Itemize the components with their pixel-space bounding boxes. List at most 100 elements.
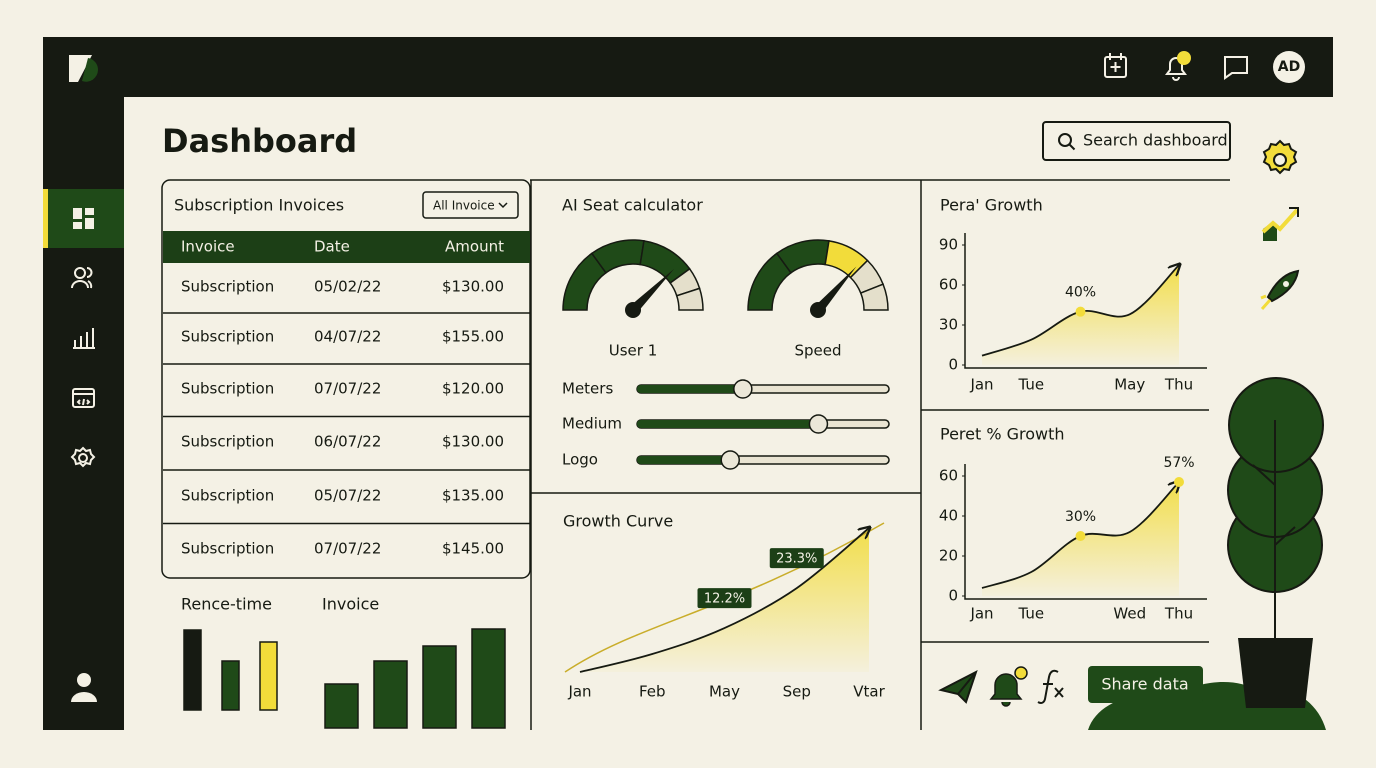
bar bbox=[324, 683, 359, 729]
bar bbox=[471, 628, 506, 729]
value-label: 40% bbox=[1065, 285, 1096, 301]
share-button-label: Share data bbox=[1101, 675, 1188, 694]
analytics-icon[interactable] bbox=[73, 328, 95, 349]
users-icon[interactable] bbox=[71, 267, 93, 289]
table-cell: $135.00 bbox=[442, 487, 504, 505]
search-box[interactable] bbox=[1042, 121, 1231, 161]
bar bbox=[221, 660, 240, 711]
table-cell: 07/07/22 bbox=[314, 540, 381, 558]
table-cell: $120.00 bbox=[442, 380, 504, 398]
x-tick-label: Wed bbox=[1113, 605, 1146, 623]
share-button[interactable] bbox=[1088, 666, 1203, 703]
slider-label: Medium bbox=[562, 415, 622, 433]
gauge-needle bbox=[814, 266, 857, 314]
gauge-segment bbox=[859, 283, 889, 311]
slider-label: Meters bbox=[562, 380, 613, 398]
column-header: Amount bbox=[445, 238, 504, 256]
send-icon[interactable] bbox=[938, 669, 978, 704]
axis bbox=[964, 233, 1207, 369]
bell-tool-icon[interactable] bbox=[989, 673, 1023, 707]
slider-fill bbox=[637, 385, 743, 393]
chart-title: Invoice bbox=[322, 595, 379, 614]
charts: Growth Curve Jan Feb May Sep Vtar 12.2% 23.3% Pe… bbox=[181, 196, 1207, 729]
table-cell: Subscription bbox=[181, 328, 274, 346]
line bbox=[579, 528, 869, 673]
gauge-needle bbox=[629, 268, 675, 314]
x-tick-label: Tue bbox=[1017, 605, 1044, 623]
y-tick-label: 40 bbox=[939, 507, 958, 525]
seat-calculator: User 1 Speed Meters Medium Logo bbox=[562, 239, 890, 470]
x-tick-label: Jan bbox=[567, 683, 591, 701]
gauge-hub bbox=[625, 302, 641, 318]
value-badge bbox=[697, 588, 752, 609]
gauge-hub bbox=[810, 302, 826, 318]
code-icon[interactable] bbox=[72, 388, 95, 408]
settings-icon[interactable] bbox=[70, 446, 96, 468]
main-area bbox=[124, 97, 1333, 730]
sidebar-active-marker bbox=[43, 189, 48, 248]
x-tick-label: Jan bbox=[969, 376, 993, 394]
gauge-label: Speed bbox=[794, 342, 841, 360]
gear-yellow[interactable] bbox=[1262, 139, 1298, 175]
bar bbox=[422, 645, 457, 729]
x-tick-label: Thu bbox=[1164, 605, 1193, 623]
y-tick-label: 90 bbox=[939, 236, 958, 254]
point bbox=[1075, 531, 1086, 541]
y-tick-label: 20 bbox=[939, 547, 958, 565]
search-placeholder: Search dashboard bbox=[1083, 131, 1228, 150]
rocket-icon[interactable] bbox=[1260, 269, 1300, 310]
fx-icon[interactable] bbox=[1037, 669, 1064, 704]
slider-knob bbox=[808, 414, 829, 434]
avatar[interactable] bbox=[1273, 51, 1305, 83]
x-tick-label: Feb bbox=[639, 683, 666, 701]
calendar-icon[interactable] bbox=[1104, 53, 1127, 78]
chart-title: Pera' Growth bbox=[940, 196, 1043, 215]
bell-icon[interactable] bbox=[1165, 57, 1187, 81]
panel-title: Subscription Invoices bbox=[174, 196, 344, 215]
logo bbox=[69, 55, 99, 82]
value-label: 30% bbox=[1065, 509, 1096, 525]
profile-icon[interactable] bbox=[71, 673, 97, 702]
slider-label: Logo bbox=[562, 451, 598, 469]
table-cell: 07/07/22 bbox=[314, 380, 381, 398]
sidebar-active[interactable] bbox=[43, 189, 124, 248]
gauge-segment bbox=[675, 287, 704, 311]
table-cell: Subscription bbox=[181, 380, 274, 398]
slider-fill bbox=[637, 456, 731, 464]
chart-title: Growth Curve bbox=[563, 512, 673, 531]
table-cell: 05/02/22 bbox=[314, 278, 381, 296]
y-tick-label: 30 bbox=[939, 316, 958, 334]
table-cell: $155.00 bbox=[442, 328, 504, 346]
dashboard-icon[interactable] bbox=[73, 208, 94, 229]
table-cell: $145.00 bbox=[442, 540, 504, 558]
chat-icon[interactable] bbox=[1224, 56, 1248, 80]
table-cell: 05/07/22 bbox=[314, 487, 381, 505]
bar bbox=[183, 629, 202, 711]
value-label: 23.3% bbox=[776, 552, 817, 567]
invoice-table: Invoice Date Amount Subscription 05/02/22 $13… bbox=[163, 238, 530, 558]
trend-line bbox=[564, 522, 885, 673]
right-icons bbox=[1260, 139, 1300, 310]
table-cell: Subscription bbox=[181, 433, 274, 451]
filter-dropdown[interactable] bbox=[422, 191, 519, 219]
chart-title: Peret % Growth bbox=[940, 425, 1065, 444]
axis bbox=[964, 464, 1207, 600]
y-tick-label: 60 bbox=[939, 276, 958, 294]
slider-fill bbox=[637, 420, 819, 428]
table-header bbox=[163, 231, 530, 263]
slider-knob bbox=[733, 379, 753, 399]
plant-illustration bbox=[1088, 377, 1326, 730]
x-tick-label: Sep bbox=[783, 683, 811, 701]
table-cell: 04/07/22 bbox=[314, 328, 381, 346]
bar bbox=[259, 641, 278, 711]
table-cell: 06/07/22 bbox=[314, 433, 381, 451]
growth-icon[interactable] bbox=[1261, 207, 1299, 241]
x-tick-label: May bbox=[709, 683, 740, 701]
chart-title: Rence-time bbox=[181, 595, 272, 614]
bell-dot bbox=[1014, 666, 1028, 680]
table-cell: Subscription bbox=[181, 540, 274, 558]
x-tick-label: May bbox=[1114, 376, 1145, 394]
avatar-initials: AD bbox=[1278, 59, 1300, 75]
